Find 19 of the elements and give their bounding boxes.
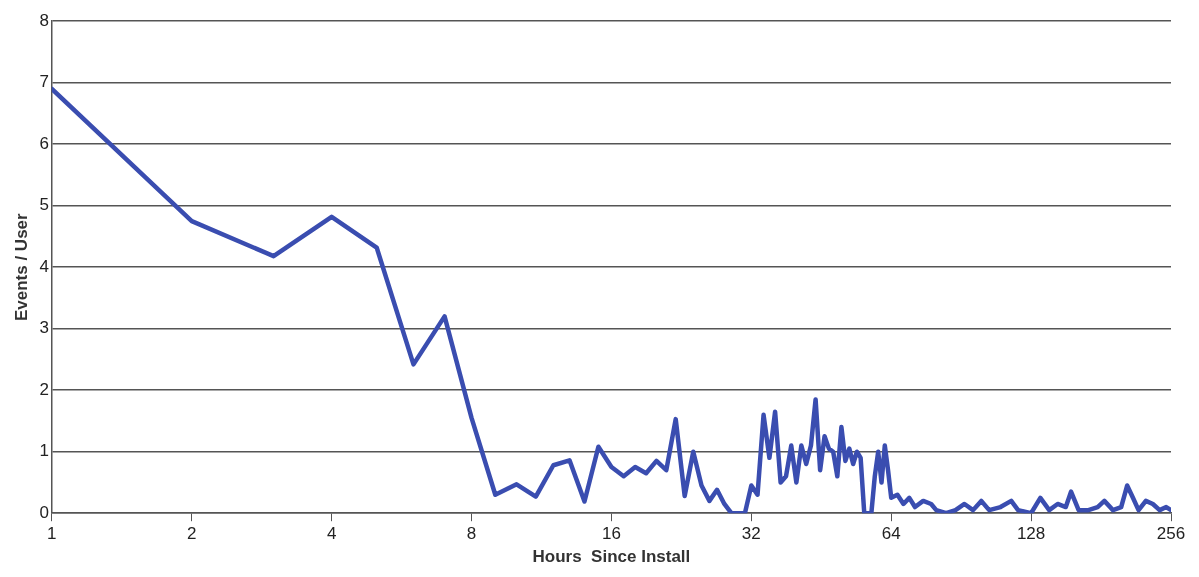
y-tick-label: 7 <box>39 72 49 92</box>
x-tick-label: 16 <box>601 524 621 544</box>
x-tick-label: 128 <box>1016 524 1046 544</box>
x-tick-label: 4 <box>326 524 337 544</box>
x-tick-label: 256 <box>1156 524 1186 544</box>
y-tick-label: 5 <box>39 195 49 215</box>
y-tick-label: 0 <box>39 502 49 522</box>
y-tick-label: 3 <box>39 318 49 338</box>
x-tick-label: 2 <box>187 524 197 544</box>
y-tick-label: 4 <box>39 256 49 276</box>
x-tick-label: 32 <box>741 524 761 544</box>
x-axis-title: Hours Since Install <box>532 547 691 567</box>
x-tick-label: 64 <box>881 524 901 544</box>
y-tick-label: 8 <box>39 10 49 30</box>
y-tick-label: 6 <box>39 133 49 153</box>
y-axis-title: Events / User <box>11 212 31 322</box>
y-tick-label: 2 <box>39 379 49 399</box>
y-tick-label: 1 <box>39 441 49 461</box>
x-tick-label: 8 <box>466 524 477 544</box>
